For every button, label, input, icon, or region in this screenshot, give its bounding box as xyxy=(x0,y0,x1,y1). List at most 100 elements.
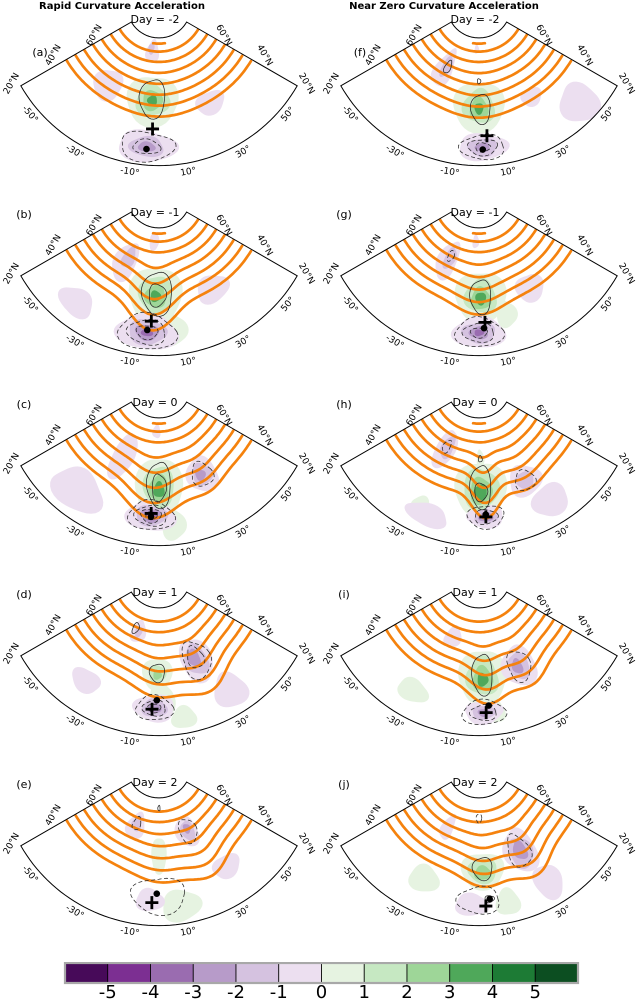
negative-contour xyxy=(132,138,162,154)
lon-label: 10° xyxy=(500,166,517,179)
lon-label: -50° xyxy=(20,294,40,315)
lat-label: 40°N xyxy=(254,803,274,828)
jet-contour xyxy=(118,27,200,53)
negative-contour xyxy=(506,651,532,683)
map-panel-f: 20°N 20°N40°N 40°N60°N 60°N-50°-30°-10° 10°3… xyxy=(322,13,636,179)
negative-contour xyxy=(475,509,499,525)
lat-label: 60°N xyxy=(213,403,233,428)
colorbar-tick-label: -3 xyxy=(184,982,202,999)
lon-label: -10° xyxy=(439,166,460,179)
map-panel-a: 20°N 20°N40°N 40°N60°N 60°N-50°-30°-10° 10°3… xyxy=(2,13,316,179)
cyclone-dot-marker xyxy=(486,895,493,903)
jet-contour xyxy=(65,439,253,520)
map-content xyxy=(385,407,573,530)
colorbar-tick-label: -2 xyxy=(227,982,245,999)
jet-contour xyxy=(65,819,253,884)
jet-contour xyxy=(65,249,253,332)
jet-contour xyxy=(109,603,209,634)
map-outline xyxy=(340,21,618,167)
lon-label: -50° xyxy=(340,864,360,885)
negative-contour xyxy=(121,130,177,163)
positive-contour xyxy=(477,78,482,85)
positive-contour xyxy=(469,94,491,125)
jet-contour xyxy=(438,787,520,813)
negative-contour xyxy=(147,703,162,714)
lon-label: -10° xyxy=(119,736,140,749)
day-label: Day = 1 xyxy=(133,586,178,599)
negative-contour xyxy=(141,699,166,717)
jet-contour xyxy=(385,59,573,120)
negative-contour xyxy=(461,698,508,725)
lon-label: -10° xyxy=(119,356,140,369)
map-outline xyxy=(340,781,618,927)
jet-contour xyxy=(74,623,244,686)
lat-label: 60°N xyxy=(85,213,105,238)
colorbar-svg: -5 -4 -3 -2 -1 0 1 2 3 4 5 xyxy=(63,961,580,999)
lon-label: 30° xyxy=(234,144,253,161)
anomaly-shading xyxy=(153,670,162,680)
jet-contour xyxy=(74,243,244,317)
lon-label: -50° xyxy=(340,484,360,505)
jet-contour xyxy=(100,418,218,459)
jet-contour xyxy=(82,238,235,301)
jet-contour xyxy=(82,618,235,673)
negative-contour xyxy=(181,641,212,681)
anomaly-shading xyxy=(195,469,206,481)
jet-contour xyxy=(82,48,235,97)
panel-letter: (i) xyxy=(338,588,350,601)
positive-contour xyxy=(469,279,491,316)
negative-contour xyxy=(446,250,455,262)
cyclone-dot-marker xyxy=(153,890,161,897)
lon-label: 10° xyxy=(180,736,197,749)
day-label: Day = 1 xyxy=(453,586,498,599)
lat-label: 40°N xyxy=(574,803,594,828)
anomaly-shading xyxy=(532,864,563,901)
lat-label: 60°N xyxy=(85,23,105,48)
negative-contour xyxy=(515,469,537,491)
lat-label: 40°N xyxy=(44,613,64,638)
lat-label: 20°N xyxy=(322,262,342,287)
map-outline xyxy=(20,401,298,547)
map-outline xyxy=(340,211,618,357)
lat-label: 60°N xyxy=(213,593,233,618)
negative-contour xyxy=(131,815,142,830)
anomaly-shading xyxy=(72,667,101,694)
colorbar-cell xyxy=(534,962,579,984)
panel-letter: (a) xyxy=(32,46,47,59)
colorbar-tick-label: 4 xyxy=(487,982,498,999)
negative-contour xyxy=(145,511,158,520)
lon-label: -50° xyxy=(20,104,40,125)
anomaly-shading xyxy=(397,676,430,703)
colorbar-cell xyxy=(235,962,280,984)
anomaly-shading xyxy=(171,704,198,728)
lon-label: -50° xyxy=(340,294,360,315)
lat-label: 20°N xyxy=(296,642,316,667)
map-content xyxy=(57,217,253,350)
panel-letter: (j) xyxy=(338,778,350,791)
lat-label: 60°N xyxy=(405,783,425,808)
jet-contour xyxy=(74,433,244,505)
lat-label: 40°N xyxy=(574,613,594,638)
negative-contour xyxy=(134,694,175,720)
lat-label: 60°N xyxy=(405,403,425,428)
lat-label: 20°N xyxy=(2,72,22,97)
negative-contour xyxy=(140,509,162,524)
anomaly-shading xyxy=(559,81,602,122)
lat-label: 40°N xyxy=(254,233,274,258)
anomaly-shading xyxy=(408,863,440,892)
anomaly-shading xyxy=(474,865,492,880)
map-outline xyxy=(340,591,618,737)
lon-label: -10° xyxy=(439,356,460,369)
map-content xyxy=(50,407,253,541)
lat-label: 40°N xyxy=(574,233,594,258)
map-panel-c: 20°N 20°N40°N 40°N60°N 60°N-50°-30°-10° 10°3… xyxy=(2,396,316,559)
lat-label: 40°N xyxy=(364,423,384,448)
jet-contour xyxy=(74,53,244,107)
anomaly-shading xyxy=(151,838,167,875)
colorbar-cell xyxy=(64,962,109,984)
anomaly-shading xyxy=(146,95,157,106)
jet-contour xyxy=(118,407,200,433)
lon-label: 30° xyxy=(554,904,573,921)
lat-label: 60°N xyxy=(533,783,553,808)
positive-contour xyxy=(469,465,491,511)
